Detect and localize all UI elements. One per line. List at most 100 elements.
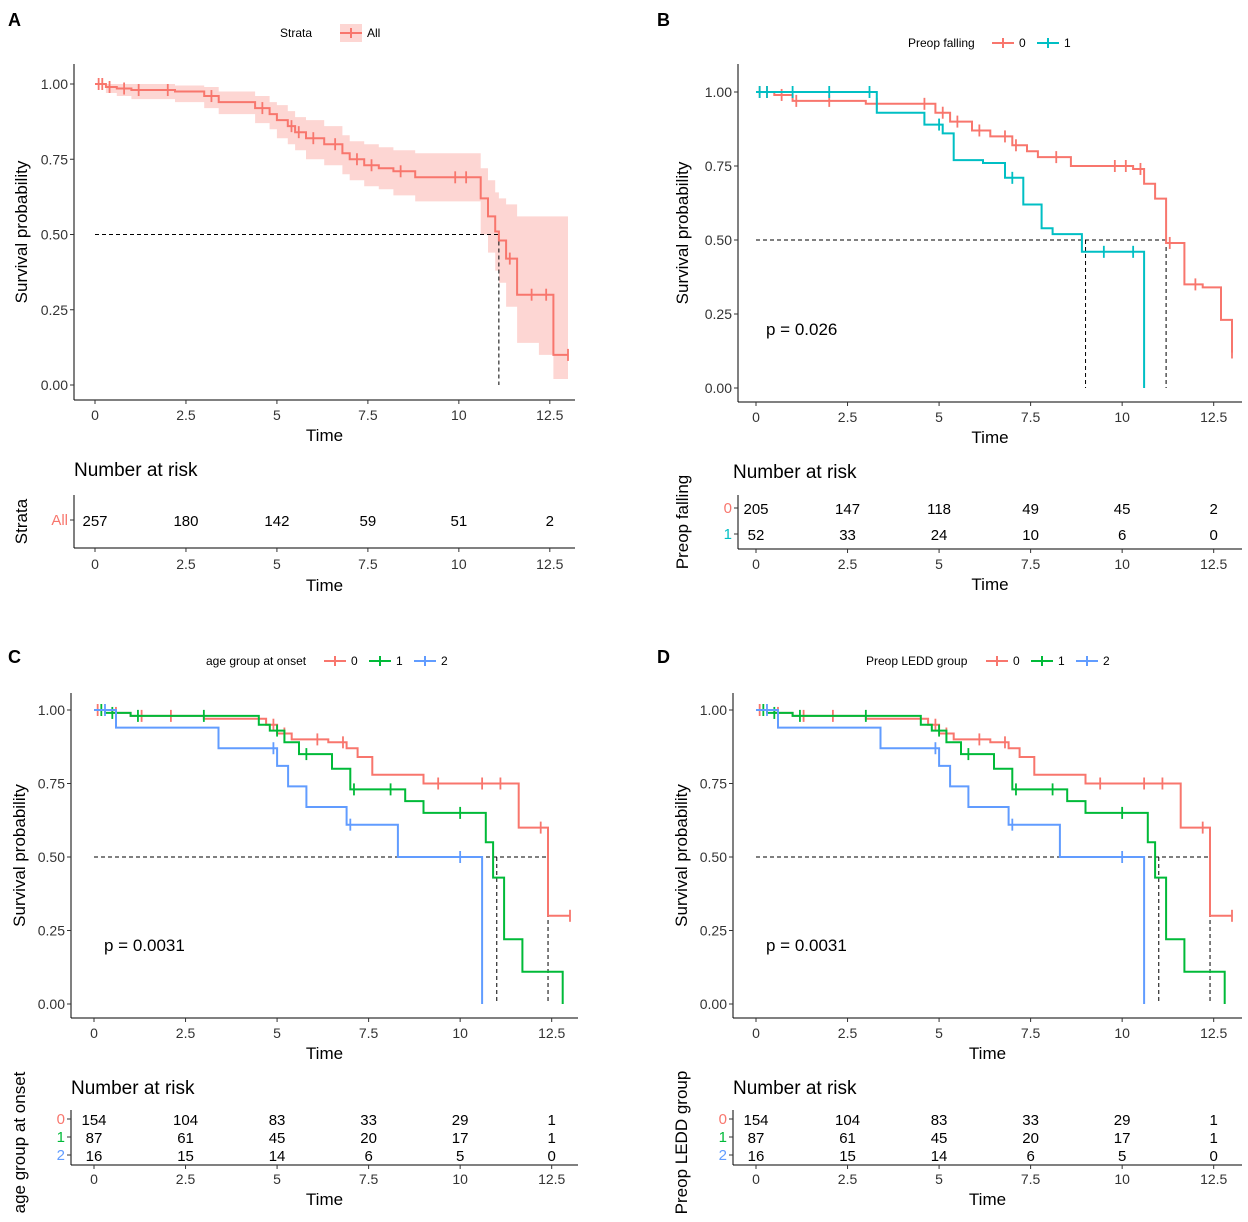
x-axis-label: Time — [971, 428, 1008, 447]
x-tick-label: 2.5 — [176, 407, 196, 423]
risk-x-tick-label: 10 — [1114, 1171, 1130, 1187]
y-tick-label: 0.50 — [705, 232, 732, 248]
x-tick-label: 7.5 — [358, 407, 378, 423]
survival-curve-2 — [94, 709, 484, 1004]
risk-y-axis-label: Preop falling — [673, 475, 692, 570]
x-tick-label: 7.5 — [359, 1025, 379, 1041]
risk-x-tick-label: 5 — [273, 556, 281, 572]
y-axis-label: Survival probability — [10, 784, 29, 927]
risk-x-axis-label: Time — [306, 1190, 343, 1209]
risk-count: 33 — [1022, 1112, 1039, 1129]
risk-count: 6 — [1026, 1148, 1034, 1165]
risk-count: 49 — [1022, 501, 1039, 518]
risk-count: 2 — [546, 513, 554, 530]
x-axis-label: Time — [306, 426, 343, 445]
risk-count: 5 — [1118, 1148, 1126, 1165]
risk-row-label: All — [51, 512, 68, 529]
risk-y-axis-label: Preop LEDD group — [672, 1071, 691, 1215]
y-tick-label: 1.00 — [700, 702, 727, 718]
y-tick-label: 0.50 — [41, 227, 68, 243]
risk-count: 15 — [839, 1148, 856, 1165]
y-tick-label: 1.00 — [705, 84, 732, 100]
risk-count: 61 — [177, 1130, 194, 1147]
y-axis-label: Survival probability — [672, 784, 691, 927]
risk-x-tick-label: 2.5 — [176, 1171, 196, 1187]
risk-count: 15 — [177, 1148, 194, 1165]
legend-label: All — [367, 26, 380, 40]
y-tick-label: 0.25 — [41, 302, 68, 318]
risk-row-label: 0 — [719, 1111, 727, 1128]
risk-count: 61 — [839, 1130, 856, 1147]
x-tick-label: 5 — [935, 1025, 943, 1041]
panel-a: A Strata All 0.00 0.25 0.50 0.75 1.00 0 2.5 5 7.5 10… — [8, 10, 575, 595]
x-tick-label: 5 — [935, 409, 943, 425]
y-tick-label: 1.00 — [38, 702, 65, 718]
x-tick-label: 12.5 — [538, 1025, 565, 1041]
legend: Preop falling 0 1 — [908, 36, 1071, 50]
y-tick-label: 0.75 — [700, 776, 727, 792]
risk-count: 154 — [743, 1112, 768, 1129]
x-tick-label: 10 — [451, 407, 467, 423]
risk-x-tick-label: 12.5 — [538, 1171, 565, 1187]
risk-count: 147 — [835, 501, 860, 518]
legend-label: 2 — [1103, 654, 1110, 668]
x-tick-label: 12.5 — [1200, 409, 1227, 425]
x-axis-label: Time — [969, 1044, 1006, 1063]
legend-title: Preop falling — [908, 36, 975, 50]
x-tick-label: 12.5 — [536, 407, 563, 423]
survival-curve-1 — [756, 709, 1226, 1004]
y-tick-label: 0.25 — [700, 923, 727, 939]
risk-count: 14 — [931, 1148, 948, 1165]
risk-x-tick-label: 5 — [273, 1171, 281, 1187]
risk-count: 24 — [931, 527, 948, 544]
risk-count: 6 — [364, 1148, 372, 1165]
y-tick-label: 0.50 — [700, 849, 727, 865]
x-tick-label: 2.5 — [838, 1025, 858, 1041]
panel-letter: A — [8, 10, 21, 30]
risk-count: 20 — [1022, 1130, 1039, 1147]
risk-x-tick-label: 0 — [752, 556, 760, 572]
risk-count: 2 — [1210, 501, 1218, 518]
x-tick-label: 7.5 — [1021, 1025, 1041, 1041]
legend-label: 0 — [351, 654, 358, 668]
p-value: p = 0.0031 — [104, 936, 185, 955]
risk-count: 205 — [743, 501, 768, 518]
legend-label: 1 — [396, 654, 403, 668]
legend-title: Preop LEDD group — [866, 654, 968, 668]
risk-x-tick-label: 2.5 — [838, 556, 858, 572]
risk-row-label: 1 — [724, 526, 732, 543]
risk-row-label: 1 — [719, 1129, 727, 1146]
risk-x-tick-label: 7.5 — [359, 1171, 379, 1187]
risk-count: 33 — [360, 1112, 377, 1129]
risk-count: 104 — [173, 1112, 198, 1129]
risk-count: 29 — [1114, 1112, 1131, 1129]
risk-count: 33 — [839, 527, 856, 544]
risk-y-axis-label: Strata — [12, 498, 31, 544]
risk-table-title: Number at risk — [71, 1078, 195, 1099]
x-tick-label: 10 — [452, 1025, 468, 1041]
risk-x-tick-label: 2.5 — [838, 1171, 858, 1187]
risk-x-tick-label: 12.5 — [1200, 1171, 1227, 1187]
legend-title: Strata — [280, 26, 312, 40]
x-tick-label: 5 — [273, 407, 281, 423]
risk-x-tick-label: 7.5 — [1021, 556, 1041, 572]
y-tick-label: 0.25 — [38, 923, 65, 939]
risk-count: 29 — [452, 1112, 469, 1129]
survival-curve-0 — [756, 709, 1232, 917]
panel-letter: D — [657, 647, 670, 667]
x-tick-label: 0 — [91, 407, 99, 423]
y-tick-label: 0.75 — [41, 151, 68, 167]
risk-count: 180 — [173, 513, 198, 530]
x-tick-label: 2.5 — [838, 409, 858, 425]
risk-count: 257 — [82, 513, 107, 530]
y-axis-label: Survival probability — [12, 160, 31, 303]
risk-row-label: 2 — [719, 1147, 727, 1164]
risk-count: 14 — [269, 1148, 286, 1165]
survival-curve-2 — [756, 709, 1146, 1004]
risk-count: 1 — [1210, 1130, 1218, 1147]
risk-count: 1 — [548, 1130, 556, 1147]
legend: Preop LEDD group 0 1 2 — [866, 654, 1110, 668]
survival-curve-0 — [756, 91, 1233, 353]
legend: Strata All — [280, 24, 380, 42]
risk-x-axis-label: Time — [971, 575, 1008, 594]
